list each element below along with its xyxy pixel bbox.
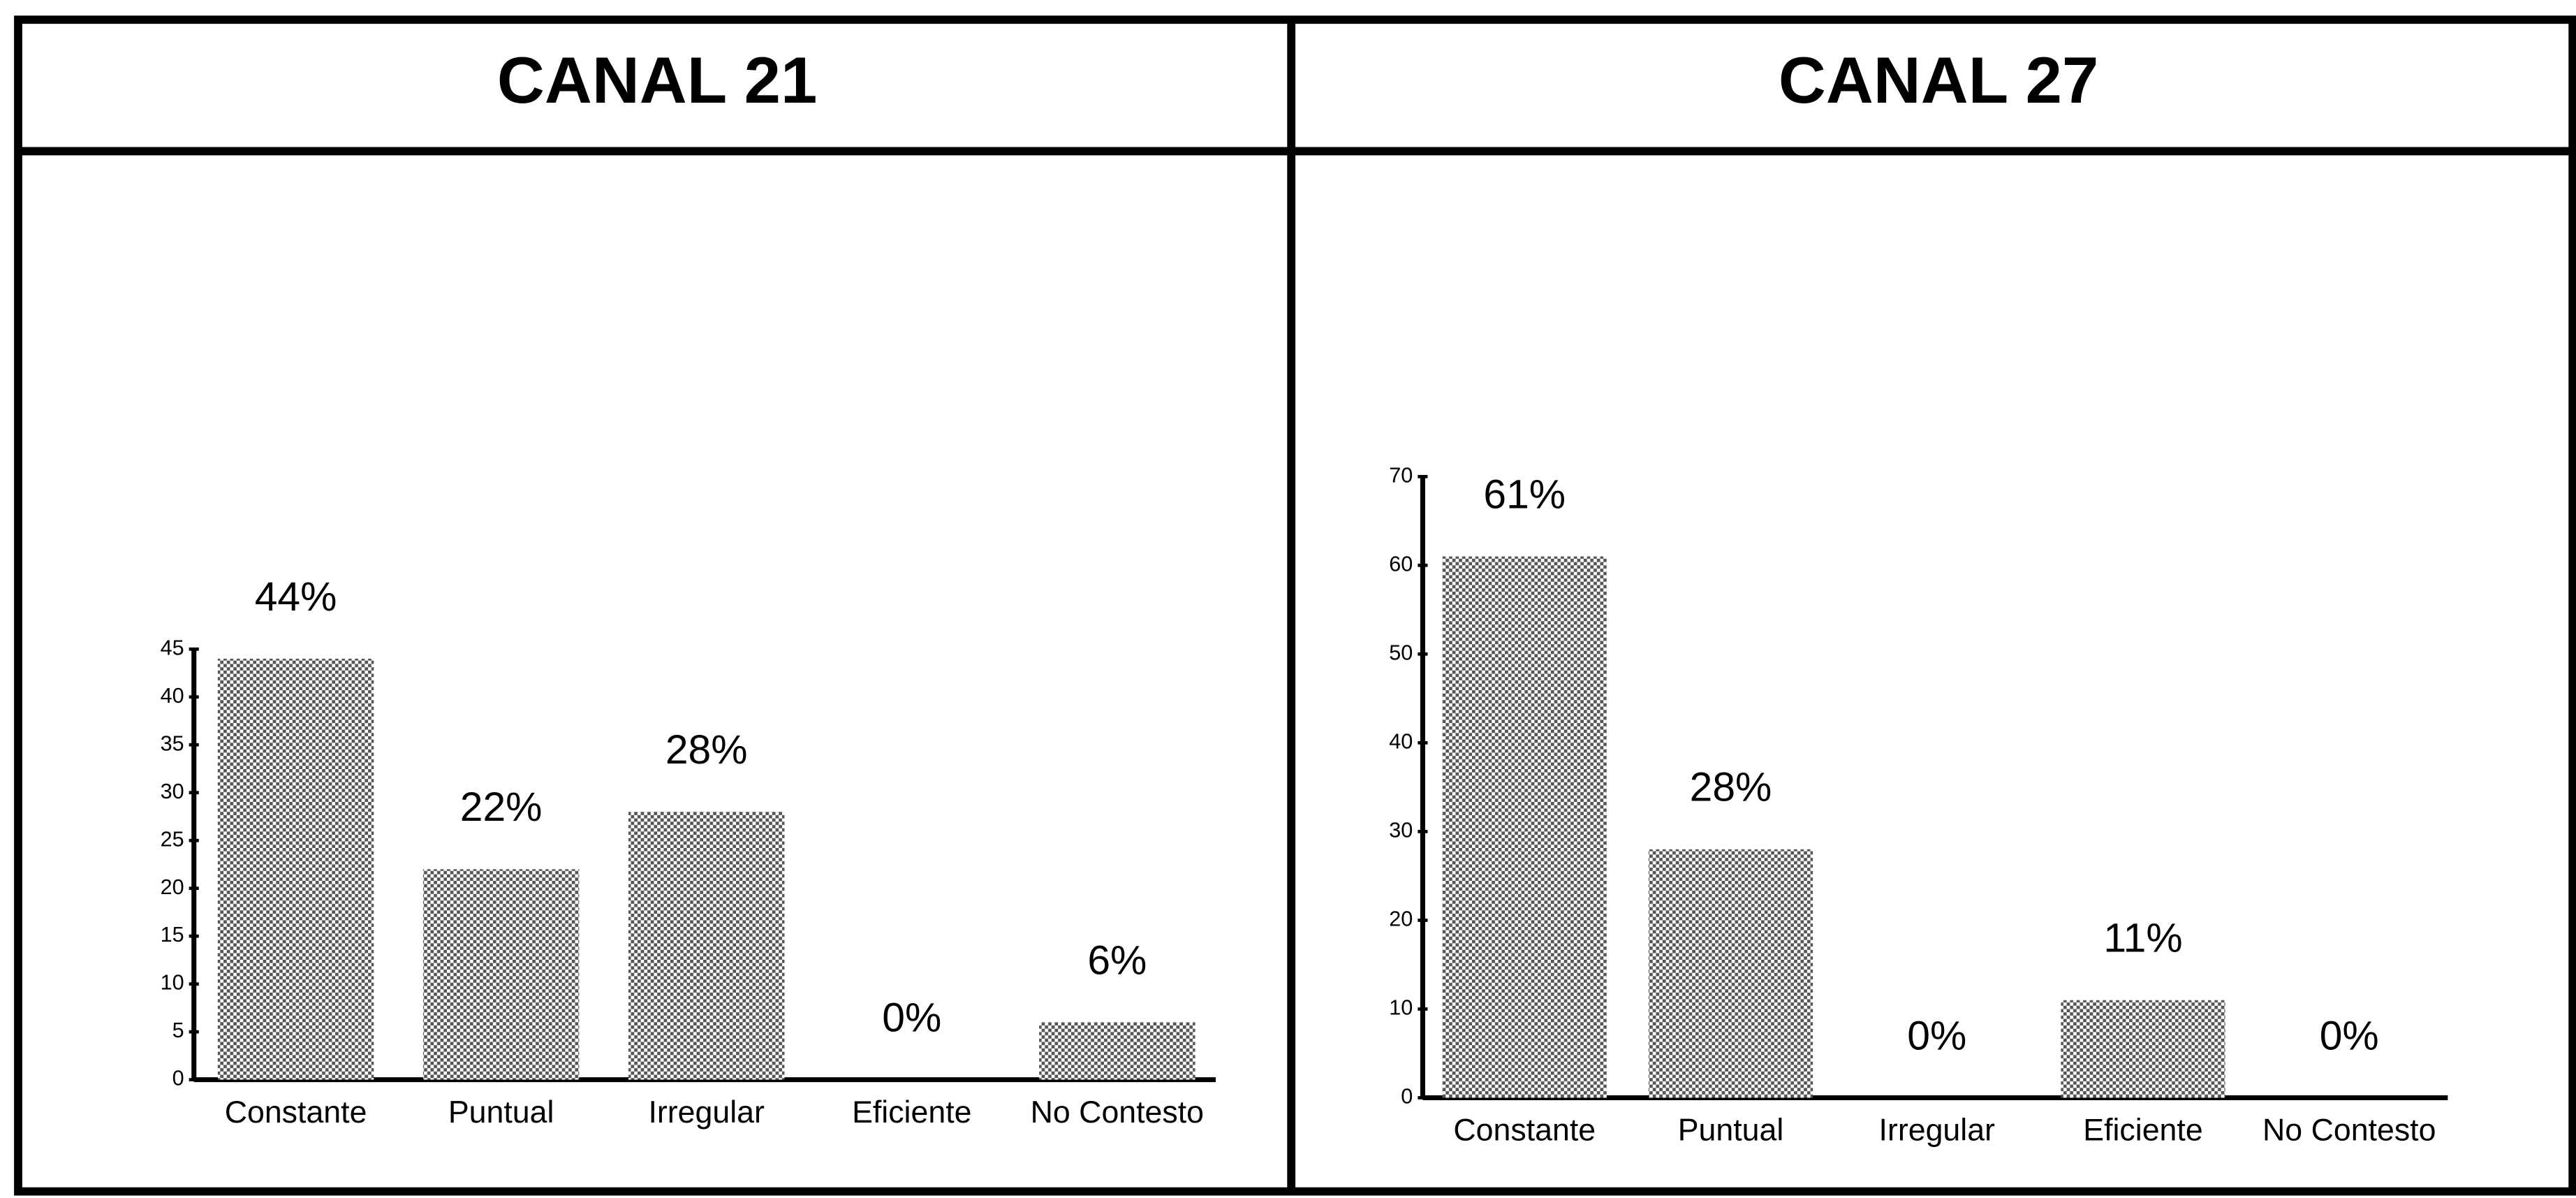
- value-label: 11%: [2103, 916, 2182, 961]
- x-tick-label: No Contesto: [1031, 1095, 1204, 1130]
- y-tick-label: 0: [1401, 1085, 1413, 1109]
- y-tick-label: 40: [1389, 729, 1413, 753]
- value-label: 28%: [1690, 765, 1772, 810]
- y-tick-label: 0: [172, 1067, 184, 1090]
- x-tick-label: Puntual: [1678, 1113, 1784, 1148]
- value-label: 6%: [1087, 937, 1147, 983]
- bar: [2061, 1000, 2225, 1098]
- bar: [1648, 849, 1813, 1098]
- value-label: 0%: [2320, 1013, 2379, 1058]
- y-tick-label: 20: [1389, 907, 1413, 930]
- x-tick-label: Constante: [225, 1095, 367, 1130]
- y-tick-label: 60: [1389, 552, 1413, 576]
- value-label: 22%: [460, 784, 543, 830]
- x-tick-label: Eficiente: [2083, 1113, 2202, 1148]
- y-tick-label: 10: [1389, 996, 1413, 1020]
- y-tick-label: 10: [161, 971, 184, 995]
- x-tick-label: Eficiente: [852, 1095, 971, 1130]
- x-tick-label: No Contesto: [2262, 1113, 2436, 1148]
- y-tick-label: 70: [1389, 463, 1413, 487]
- y-tick-label: 40: [161, 684, 184, 708]
- value-label: 28%: [665, 727, 748, 773]
- y-tick-label: 25: [161, 827, 184, 851]
- value-label: 0%: [882, 995, 941, 1040]
- y-tick-label: 35: [161, 731, 184, 755]
- x-tick-label: Irregular: [648, 1095, 765, 1130]
- y-tick-label: 30: [1389, 818, 1413, 842]
- bar: [217, 658, 374, 1080]
- x-tick-label: Puntual: [448, 1095, 554, 1130]
- x-tick-label: Constante: [1453, 1113, 1596, 1148]
- bar: [628, 812, 785, 1080]
- y-tick-label: 5: [172, 1018, 184, 1042]
- chart-title: CANAL 21: [497, 43, 817, 117]
- y-tick-label: 20: [161, 875, 184, 899]
- y-tick-label: 15: [161, 923, 184, 947]
- value-label: 44%: [255, 574, 337, 620]
- bar: [1039, 1022, 1195, 1080]
- bar: [1442, 556, 1607, 1098]
- y-tick-label: 45: [161, 636, 184, 659]
- x-tick-label: Irregular: [1879, 1113, 1996, 1148]
- y-tick-label: 30: [161, 780, 184, 803]
- value-label: 0%: [1907, 1013, 1966, 1058]
- bar: [422, 869, 580, 1080]
- y-tick-label: 50: [1389, 641, 1413, 664]
- chart-title: CANAL 27: [1779, 43, 2098, 117]
- value-label: 61%: [1483, 472, 1566, 517]
